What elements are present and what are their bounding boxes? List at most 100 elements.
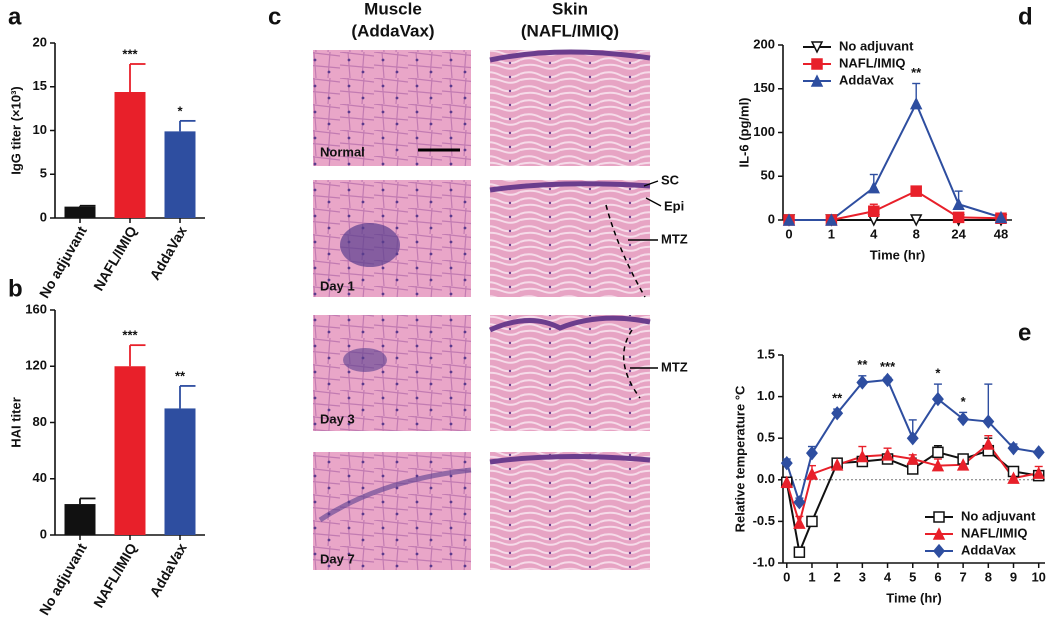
marker	[1032, 445, 1045, 460]
marker	[909, 214, 923, 227]
y-tick-label: -1.0	[753, 554, 775, 569]
chart: a 0 5 10 15 20 IgG titer (×10³) No adjuvant NAFL…	[8, 3, 205, 301]
micrograph	[313, 315, 471, 431]
marker	[906, 463, 919, 475]
marker	[805, 446, 818, 461]
bar	[164, 408, 196, 535]
marker	[881, 448, 894, 461]
x-tick-label: 8	[913, 226, 920, 241]
x-tick-label: 48	[994, 226, 1008, 241]
y-tick-label: 80	[33, 414, 47, 429]
panel-label: c	[268, 3, 281, 30]
y-tick-label: 160	[25, 301, 47, 316]
marker	[782, 213, 796, 226]
x-tick-label: 2	[834, 569, 841, 584]
x-tick-label: NAFL/IMIQ	[90, 540, 140, 610]
marker	[932, 527, 946, 540]
column-header: Muscle	[364, 0, 422, 18]
marker	[793, 546, 806, 558]
y-tick-label: 20	[33, 34, 47, 49]
legend-label: No adjuvant	[961, 508, 1036, 523]
panel-label: e	[1018, 319, 1031, 346]
bar	[164, 131, 196, 218]
marker	[810, 74, 824, 87]
marker	[806, 515, 818, 528]
x-tick-label: 5	[909, 569, 916, 584]
significance: *	[177, 103, 183, 118]
panel-label: b	[8, 275, 23, 302]
line	[789, 189, 1002, 221]
bar	[114, 92, 146, 218]
y-tick-label: 0	[768, 211, 775, 226]
significance: *	[961, 394, 967, 409]
marker	[933, 511, 945, 523]
y-tick-label: 0	[40, 209, 47, 224]
micrograph	[313, 50, 471, 166]
marker	[931, 458, 945, 472]
x-tick-label: AddaVax	[146, 223, 190, 282]
micrograph	[490, 315, 650, 431]
row-label: Day 3	[320, 411, 355, 426]
row-label: Normal	[320, 144, 365, 159]
marker	[909, 96, 923, 110]
y-tick-label: 10	[33, 122, 47, 137]
marker	[982, 414, 995, 429]
marker	[952, 211, 965, 224]
x-tick-label: 8	[985, 569, 992, 584]
y-tick-label: 15	[33, 78, 47, 93]
x-tick-label: No adjuvant	[36, 540, 90, 618]
marker	[982, 437, 995, 450]
y-tick-label: 100	[753, 124, 775, 139]
x-tick-label: 4	[870, 226, 878, 241]
y-tick-label: 0	[40, 526, 47, 541]
x-tick-label: 10	[1031, 569, 1045, 584]
legend-label: AddaVax	[839, 72, 895, 87]
marker	[910, 185, 922, 197]
micrograph	[490, 50, 650, 166]
marker	[931, 391, 944, 407]
x-tick-label: NAFL/IMIQ	[90, 223, 140, 293]
y-tick-label: -0.5	[753, 513, 775, 528]
marker	[831, 406, 844, 421]
marker	[825, 213, 838, 226]
x-axis-label: Time (hr)	[886, 590, 941, 605]
marker	[856, 375, 869, 390]
legend-label: AddaVax	[961, 542, 1017, 557]
y-axis-label: Relative temperature °C	[732, 385, 747, 532]
epidermis	[488, 49, 651, 465]
y-tick-label: 5	[40, 166, 47, 181]
marker	[830, 458, 844, 471]
x-tick-label: 6	[934, 569, 941, 584]
y-tick-label: 120	[25, 358, 47, 373]
micrograph	[490, 452, 650, 570]
marker	[793, 495, 806, 510]
marker	[933, 543, 945, 559]
y-tick-label: 50	[761, 168, 775, 183]
y-tick-label: 1.5	[757, 346, 775, 361]
column-header: (AddaVax)	[351, 21, 434, 40]
legend-label: No adjuvant	[839, 38, 914, 53]
infiltrate	[318, 467, 472, 523]
annotation: MTZ	[661, 359, 688, 374]
micrograph	[490, 180, 650, 297]
x-tick-label: 1	[808, 569, 815, 584]
marker	[956, 458, 970, 471]
bar	[114, 366, 146, 535]
row-label: Day 7	[320, 551, 355, 566]
marker	[906, 452, 919, 465]
column-header: (NAFL/IMIQ)	[521, 21, 619, 40]
mtz-boundary	[622, 329, 641, 399]
y-tick-label: 0.0	[757, 471, 775, 486]
panel-c: c Muscle (AddaVax) Skin (NAFL/IMIQ) Norm…	[268, 0, 688, 570]
y-axis-label: IgG titer (×10³)	[8, 86, 23, 175]
x-tick-label: No adjuvant	[36, 223, 90, 301]
y-tick-label: 0.5	[757, 430, 775, 445]
significance: **	[175, 368, 186, 383]
marker	[952, 197, 965, 210]
row-label: Day 1	[320, 278, 355, 293]
mtz-boundary	[605, 204, 646, 298]
annotation: Epi	[664, 198, 684, 213]
